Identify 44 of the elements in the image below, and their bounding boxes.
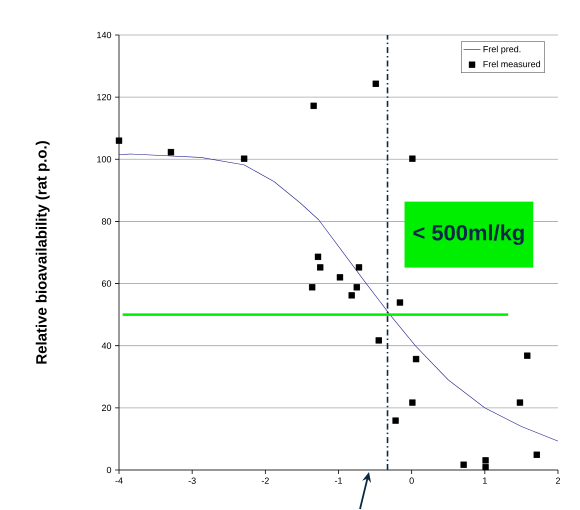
x-tick-label: -4	[115, 478, 123, 484]
point	[356, 264, 362, 271]
point	[516, 399, 524, 406]
point	[482, 464, 489, 470]
point	[534, 452, 540, 458]
y-tick-label: 60	[102, 280, 112, 287]
point	[409, 156, 416, 162]
x-tick-label: -3	[188, 478, 196, 484]
point	[317, 264, 324, 271]
x-tick-label: -2	[262, 478, 269, 484]
y-tick-label: 120	[97, 94, 112, 100]
line-series	[118, 154, 558, 442]
point	[240, 156, 248, 162]
point	[310, 102, 317, 110]
point	[168, 148, 174, 156]
point	[314, 254, 322, 260]
x-tick-label: -1	[334, 478, 342, 484]
point	[409, 399, 416, 406]
x-tick-label: 2	[556, 478, 560, 484]
y-tick-label: 140	[97, 32, 112, 38]
point	[524, 352, 530, 359]
point	[482, 457, 489, 464]
point	[308, 284, 316, 291]
point	[348, 292, 355, 299]
point	[460, 462, 467, 468]
point	[396, 299, 404, 306]
y-axis-title: Relative bioavailability (rat p.o.)	[36, 141, 50, 364]
legend-label: Frel measured	[484, 60, 540, 68]
point	[116, 137, 122, 144]
point	[376, 337, 382, 344]
y-tick-label: 100	[97, 156, 112, 163]
y-tick-label: 40	[102, 342, 112, 349]
y-tick-label: 20	[102, 404, 112, 412]
x-tick-label: 1	[483, 478, 487, 484]
x-tick-label: 0	[410, 478, 414, 484]
legend-label: Frel pred.	[484, 46, 520, 54]
point	[412, 356, 420, 362]
point	[372, 80, 380, 88]
annotation: < 500ml/kg	[413, 224, 524, 245]
point	[354, 284, 360, 291]
y-tick-label: 80	[102, 218, 112, 225]
point	[336, 274, 344, 281]
point	[392, 417, 399, 424]
y-tick-label: 0	[106, 466, 112, 474]
